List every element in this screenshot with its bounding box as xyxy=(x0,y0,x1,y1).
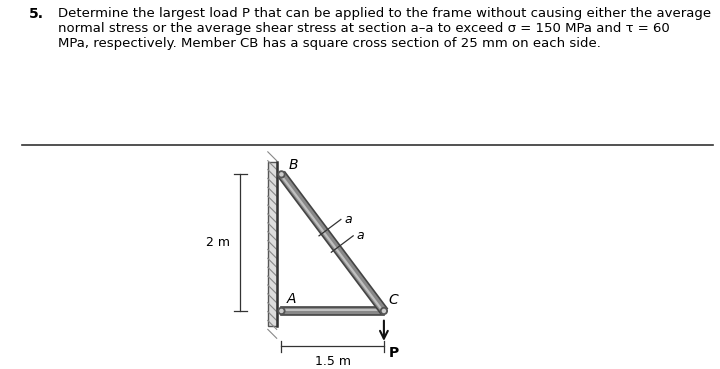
Text: Determine the largest load P that can be applied to the frame without causing ei: Determine the largest load P that can be… xyxy=(58,7,711,51)
Text: 5.: 5. xyxy=(29,7,44,21)
Bar xyxy=(268,162,276,326)
Circle shape xyxy=(280,173,283,176)
Polygon shape xyxy=(282,307,384,315)
Text: a: a xyxy=(356,229,364,242)
Circle shape xyxy=(278,307,285,314)
Text: A: A xyxy=(287,292,297,306)
Text: a: a xyxy=(344,213,352,226)
Text: P: P xyxy=(389,346,399,361)
Polygon shape xyxy=(282,309,384,311)
Polygon shape xyxy=(280,174,384,312)
Text: 1.5 m: 1.5 m xyxy=(315,355,351,368)
Text: C: C xyxy=(389,293,398,307)
Circle shape xyxy=(278,171,285,178)
Circle shape xyxy=(380,307,387,314)
Polygon shape xyxy=(278,172,387,313)
Circle shape xyxy=(280,310,283,313)
Text: B: B xyxy=(288,158,298,172)
Circle shape xyxy=(382,310,385,313)
Text: 2 m: 2 m xyxy=(206,236,230,249)
